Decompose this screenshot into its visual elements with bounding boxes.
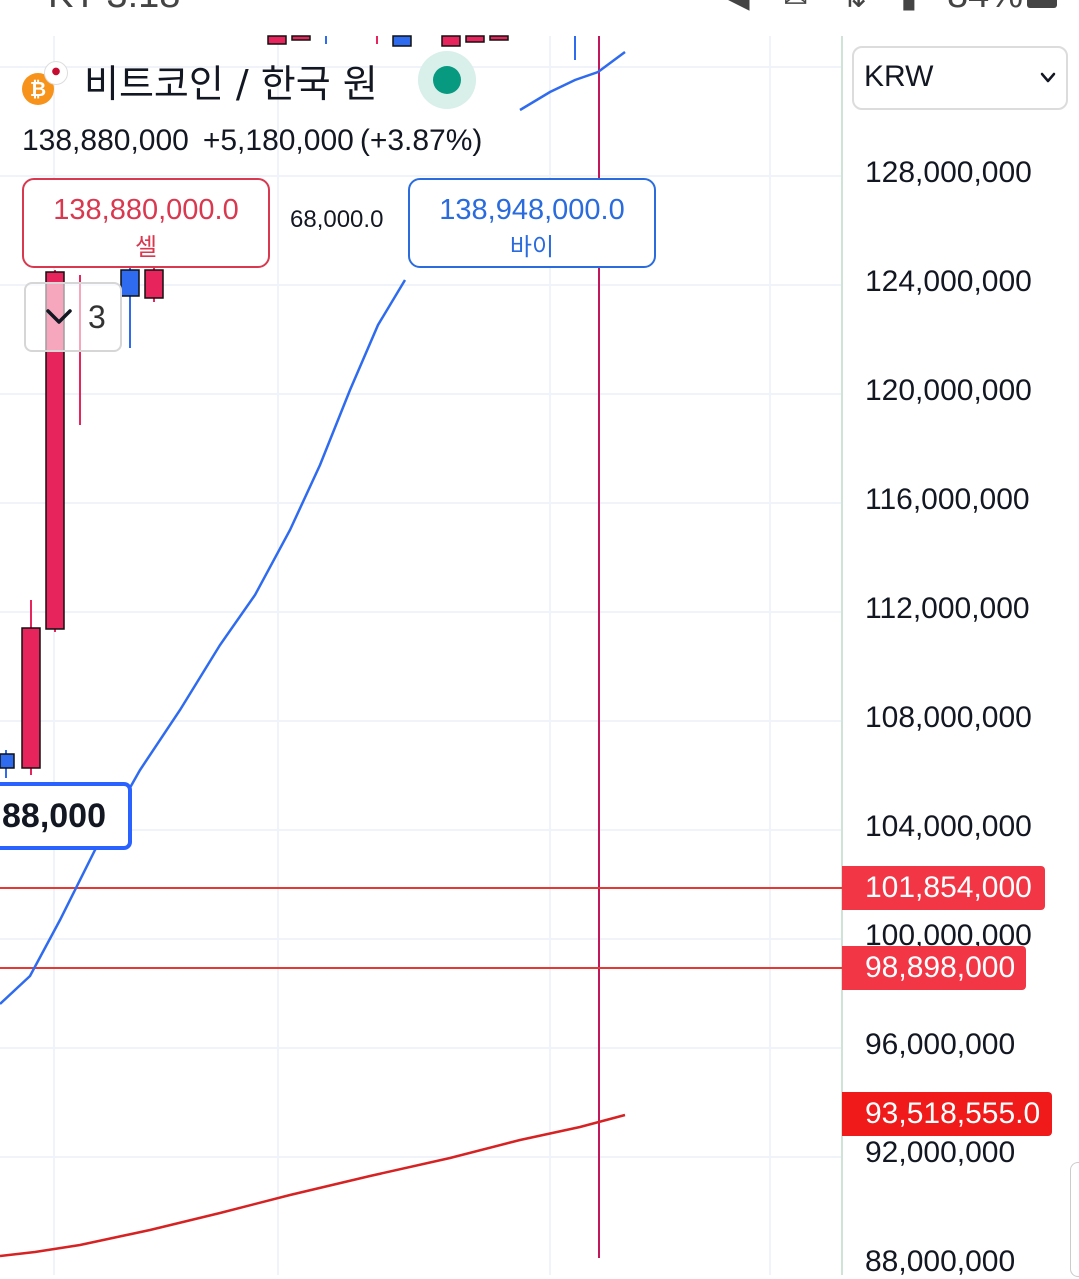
sell-price: 138,880,000.0 xyxy=(53,194,239,226)
sell-button[interactable]: 138,880,000.0 셀 xyxy=(22,178,270,268)
axis-label: 120,000,000 xyxy=(865,374,1032,407)
status-bar: KT 3:18 ◀ ✉ ⇅ ▮ 84% xyxy=(0,0,1079,36)
price-tag-moving-average: 93,518,555.0 xyxy=(842,1092,1052,1136)
status-time: KT 3:18 xyxy=(48,0,180,17)
moving-average-blue-top xyxy=(519,50,626,112)
axis-label: 112,000,000 xyxy=(865,592,1030,625)
candles xyxy=(0,35,576,778)
spread-value: 68,000.0 xyxy=(290,206,384,233)
axis-scroll-handle[interactable] xyxy=(1070,1162,1079,1277)
candle-up xyxy=(291,35,311,41)
axis-label: 104,000,000 xyxy=(865,810,1032,843)
last-price: 138,880,000 xyxy=(22,124,189,157)
battery-icon xyxy=(1027,0,1057,8)
status-icons: ◀ ✉ ⇅ ▮ xyxy=(727,0,929,15)
candle-up xyxy=(489,35,509,41)
candle-up xyxy=(45,271,65,630)
currency-selected-value: KRW xyxy=(864,60,934,93)
moving-average-red xyxy=(0,1113,626,1258)
candle-up xyxy=(144,269,164,299)
price-summary: 138,880,000 +5,180,000 (+3.87%) xyxy=(22,124,496,158)
currency-select[interactable]: KRW xyxy=(852,46,1068,110)
order-price-value: 88,000 xyxy=(2,797,106,835)
chevron-down-icon xyxy=(46,309,72,324)
indicators-toggle-button[interactable]: 3 xyxy=(24,282,122,352)
market-open-indicator xyxy=(417,51,476,109)
order-price-label[interactable]: 88,000 xyxy=(0,782,132,850)
sell-label: 셀 xyxy=(134,234,158,261)
moving-average-blue xyxy=(0,279,407,1005)
candle-down xyxy=(392,35,412,47)
symbol-header[interactable]: ₿ ● 비트코인 / 한국 원 xyxy=(22,51,476,109)
buy-button[interactable]: 138,948,000.0 바이 xyxy=(408,178,656,268)
status-dot-icon xyxy=(432,66,461,94)
bitcoin-logo-icon: ₿ ● xyxy=(22,57,68,105)
candle-up xyxy=(465,35,485,43)
price-change: +5,180,000 xyxy=(202,124,354,157)
symbol-title[interactable]: 비트코인 / 한국 원 xyxy=(84,61,378,106)
candle-down xyxy=(0,753,15,769)
price-tag-horizontal-line: 101,854,000 xyxy=(842,866,1045,910)
axis-label: 88,000,000 xyxy=(865,1245,1016,1278)
axis-label: 124,000,000 xyxy=(865,265,1032,298)
buy-label: 바이 xyxy=(509,234,555,261)
candle-up xyxy=(441,35,461,47)
price-change-percent: (+3.87%) xyxy=(359,124,483,157)
candle-up xyxy=(21,627,41,769)
axis-label: 96,000,000 xyxy=(865,1028,1016,1061)
buy-price: 138,948,000.0 xyxy=(439,194,625,226)
axis-label: 116,000,000 xyxy=(865,483,1030,516)
axis-label: 108,000,000 xyxy=(865,701,1032,734)
candle-up xyxy=(267,35,287,45)
price-tag-horizontal-line: 98,898,000 xyxy=(842,946,1026,990)
chevron-down-icon xyxy=(1040,72,1056,83)
korea-flag-icon: ● xyxy=(44,61,68,85)
axis-label: 128,000,000 xyxy=(865,156,1032,189)
indicator-count: 3 xyxy=(88,298,106,335)
candle-down xyxy=(120,269,140,297)
axis-label: 92,000,000 xyxy=(865,1136,1016,1169)
battery-level: 84% xyxy=(947,0,1023,17)
